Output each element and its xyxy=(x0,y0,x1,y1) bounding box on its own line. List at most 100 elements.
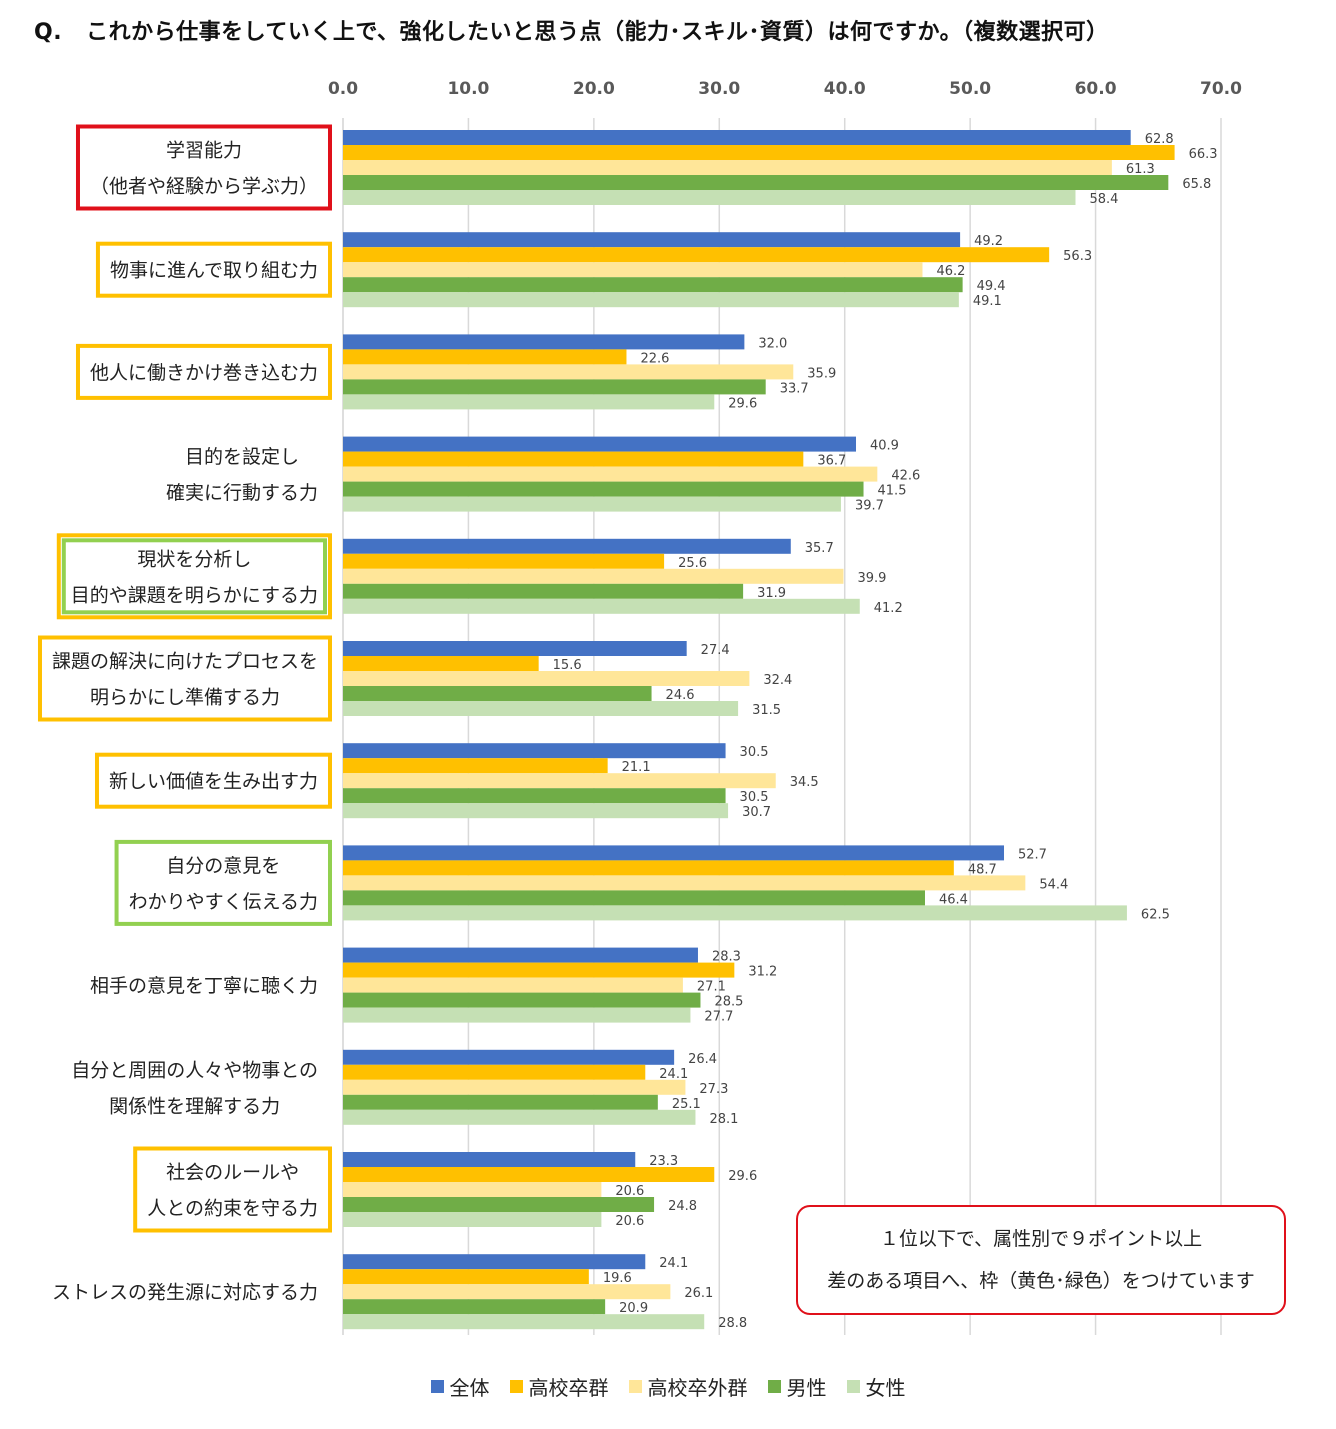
category-label-line: 明らかにし準備する力 xyxy=(90,687,280,709)
category-frame xyxy=(94,752,332,809)
category-label-line: 自分と周囲の人々や物事との xyxy=(71,1059,318,1081)
data-label: 22.6 xyxy=(640,351,669,366)
bar xyxy=(343,145,1175,160)
data-label: 62.5 xyxy=(1141,907,1170,922)
bar xyxy=(343,1109,696,1125)
data-label: 30.7 xyxy=(742,805,771,820)
data-label: 28.8 xyxy=(718,1316,747,1331)
chart-title: Q. これから仕事をしていく上で、強化したいと思う点（能力･スキル･資質）は何です… xyxy=(34,14,1109,46)
bar xyxy=(343,860,954,876)
data-labels: 62.8 49.2 32.0 40.9 35.7 27.4 30.5 52.7 28.3 26.4… xyxy=(553,132,1218,1331)
legend-swatch xyxy=(430,1380,444,1393)
note-line-2: 差のある項目へ、枠（黄色･緑色）をつけています xyxy=(827,1270,1255,1292)
data-label: 21.1 xyxy=(622,760,651,775)
category-frame xyxy=(75,343,332,400)
category-label-line: 相手の意見を丁寧に聴く力 xyxy=(90,975,318,997)
data-label: 26.4 xyxy=(688,1052,717,1067)
bar xyxy=(343,701,739,716)
legend-item: 高校卒群 xyxy=(509,1372,609,1401)
bar xyxy=(343,962,735,978)
data-label: 31.5 xyxy=(752,703,781,718)
bar-chart: 0.0 10.0 20.0 30.0 40.0 50.0 60.0 70.0 62.8 49.2… xyxy=(37,79,1242,1335)
data-label: 26.1 xyxy=(684,1286,713,1301)
question-prefix: Q. xyxy=(34,20,63,45)
legend-swatch xyxy=(767,1380,781,1393)
bar xyxy=(343,743,726,759)
bar xyxy=(343,583,744,599)
category-frame xyxy=(56,533,332,620)
category-label-line: 関係性を理解する力 xyxy=(109,1095,280,1117)
annotation-note: １位以下で、属性別で９ポイント以上 差のある項目へ、枠（黄色･緑色）をつけていま… xyxy=(796,1205,1286,1315)
category-label: 物事に進んで取り組む力 xyxy=(95,241,332,298)
bar xyxy=(343,977,683,993)
category-label-line: 自分の意見を xyxy=(166,855,280,877)
category-frame xyxy=(133,1146,332,1233)
bar xyxy=(343,1079,686,1095)
category-label: 相手の意見を丁寧に聴く力 xyxy=(90,975,318,997)
legend-swatch xyxy=(846,1380,860,1393)
category-frame xyxy=(114,839,332,926)
bar xyxy=(343,1269,589,1285)
data-label: 54.4 xyxy=(1039,877,1068,892)
data-label: 35.7 xyxy=(805,541,834,556)
data-label: 49.4 xyxy=(977,279,1006,294)
data-label: 36.7 xyxy=(817,454,846,469)
bar xyxy=(343,130,1131,145)
data-label: 49.1 xyxy=(973,294,1002,309)
x-tick-label: 10.0 xyxy=(447,79,489,99)
category-label-line: 現状を分析し xyxy=(137,548,251,570)
bar xyxy=(343,773,776,789)
bar xyxy=(343,379,766,395)
data-label: 27.4 xyxy=(701,643,730,658)
bar xyxy=(343,1314,705,1330)
bar xyxy=(343,1094,658,1110)
data-label: 23.3 xyxy=(649,1154,678,1169)
data-label: 35.9 xyxy=(807,366,836,381)
category-label-line: 他人に働きかけ巻き込む力 xyxy=(90,362,318,384)
x-tick-label: 60.0 xyxy=(1075,79,1117,99)
legend-label: 男性 xyxy=(786,1376,827,1400)
data-label: 31.9 xyxy=(757,586,786,601)
data-label: 20.6 xyxy=(615,1184,644,1199)
bar xyxy=(343,334,745,350)
data-label: 32.4 xyxy=(763,673,792,688)
data-label: 29.6 xyxy=(728,1169,757,1184)
bar xyxy=(343,538,791,554)
category-label-line: ストレスの発生源に対応する力 xyxy=(52,1282,318,1304)
bar xyxy=(343,466,878,482)
bar xyxy=(343,247,1050,263)
x-tick-label: 50.0 xyxy=(949,79,991,99)
bar xyxy=(343,277,963,293)
bar xyxy=(343,641,687,656)
legend-item: 全体 xyxy=(430,1372,490,1401)
category-label: 他人に働きかけ巻き込む力 xyxy=(75,343,332,400)
bar xyxy=(343,496,841,512)
legend-item: 女性 xyxy=(846,1372,906,1401)
data-label: 39.7 xyxy=(855,499,884,514)
legend-label: 高校卒群 xyxy=(528,1376,609,1400)
x-tick-label: 20.0 xyxy=(573,79,615,99)
data-label: 28.1 xyxy=(709,1112,738,1127)
bar xyxy=(343,1254,646,1270)
category-label-line: （他者や経験から学ぶ力） xyxy=(90,176,318,198)
category-label-line: 物事に進んで取り組む力 xyxy=(110,260,318,282)
bar xyxy=(343,803,729,819)
data-label: 52.7 xyxy=(1018,847,1047,862)
data-label: 24.1 xyxy=(659,1256,688,1271)
bar xyxy=(343,656,539,671)
data-label: 27.3 xyxy=(699,1082,728,1097)
bar xyxy=(343,349,627,365)
bar xyxy=(343,992,701,1008)
category-labels: 学習能力 （他者や経験から学ぶ力） 物事に進んで取り組む力他人に働きかけ巻き込む力目… xyxy=(37,124,332,1304)
data-label: 41.5 xyxy=(878,484,907,499)
data-label: 56.3 xyxy=(1063,249,1092,264)
bar xyxy=(343,1197,655,1212)
question-text: これから仕事をしていく上で、強化したいと思う点（能力･スキル･資質）は何ですか。… xyxy=(86,20,1109,45)
bar xyxy=(343,568,844,584)
data-label: 25.1 xyxy=(672,1097,701,1112)
data-label: 46.4 xyxy=(939,892,968,907)
bar xyxy=(343,671,750,686)
